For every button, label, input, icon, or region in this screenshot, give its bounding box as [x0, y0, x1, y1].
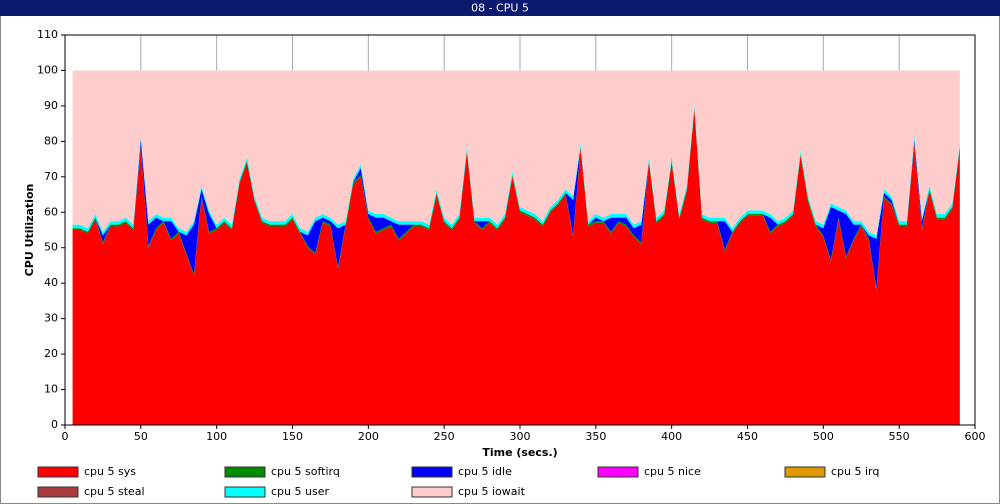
legend-label: cpu 5 irq [831, 465, 879, 478]
y-tick-label: 80 [44, 134, 58, 147]
x-tick-label: 400 [661, 430, 682, 443]
y-tick-label: 50 [44, 241, 58, 254]
y-tick-label: 30 [44, 312, 58, 325]
y-tick-label: 20 [44, 347, 58, 360]
y-tick-label: 60 [44, 205, 58, 218]
x-tick-label: 600 [965, 430, 986, 443]
x-tick-label: 550 [889, 430, 910, 443]
legend-label: cpu 5 steal [84, 485, 145, 498]
y-tick-label: 0 [51, 418, 58, 431]
chart-title: 08 - CPU 5 [471, 2, 529, 15]
y-tick-label: 90 [44, 99, 58, 112]
legend-swatch [597, 466, 639, 478]
x-tick-label: 100 [206, 430, 227, 443]
legend-label: cpu 5 idle [458, 465, 512, 478]
legend-label: cpu 5 iowait [458, 485, 526, 498]
legend-swatch [411, 486, 453, 498]
x-tick-label: 50 [134, 430, 148, 443]
legend-label: cpu 5 softirq [271, 465, 340, 478]
area [72, 70, 960, 236]
area [72, 109, 960, 426]
legend-label: cpu 5 user [271, 485, 329, 498]
legend-swatch [224, 466, 266, 478]
x-tick-label: 0 [62, 430, 69, 443]
x-tick-label: 200 [358, 430, 379, 443]
y-tick-label: 40 [44, 276, 58, 289]
y-tick-label: 70 [44, 170, 58, 183]
x-tick-label: 500 [813, 430, 834, 443]
x-tick-label: 350 [585, 430, 606, 443]
x-tick-label: 250 [434, 430, 455, 443]
y-tick-label: 10 [44, 383, 58, 396]
legend-label: cpu 5 nice [644, 465, 701, 478]
x-axis-label: Time (secs.) [482, 446, 557, 459]
x-tick-label: 450 [737, 430, 758, 443]
x-tick-label: 300 [510, 430, 531, 443]
legend-label: cpu 5 sys [84, 465, 136, 478]
x-tick-label: 150 [282, 430, 303, 443]
y-axis-label: CPU Utilization [23, 184, 36, 277]
legend-swatch [224, 486, 266, 498]
legend-swatch [411, 466, 453, 478]
legend-swatch [37, 486, 79, 498]
title-bar [0, 0, 1000, 16]
legend-swatch [784, 466, 826, 478]
y-tick-label: 100 [37, 63, 58, 76]
y-tick-label: 110 [37, 28, 58, 41]
legend-swatch [37, 466, 79, 478]
